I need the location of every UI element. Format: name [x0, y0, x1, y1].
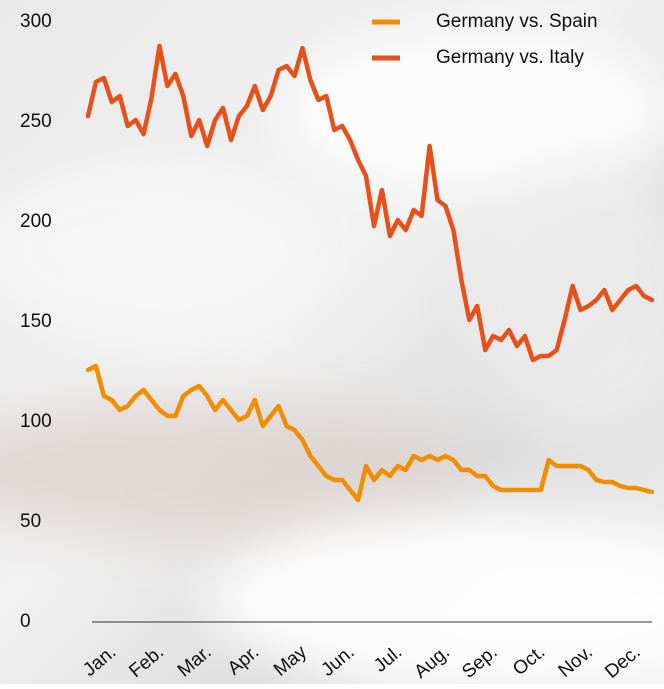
legend: Germany vs. Spain Germany vs. Italy — [372, 11, 598, 68]
y-tick-label: 100 — [20, 411, 52, 432]
y-tick-label: 200 — [20, 211, 52, 232]
y-tick-label: 0 — [20, 611, 31, 632]
series-line — [85, 363, 655, 503]
legend-label: Germany vs. Spain — [436, 11, 598, 32]
y-tick-label: 250 — [20, 111, 52, 132]
background-photo — [0, 30, 664, 689]
legend-label: Germany vs. Italy — [436, 47, 584, 68]
series-line — [85, 43, 655, 363]
y-tick-label: 50 — [20, 511, 41, 532]
y-tick-label: 300 — [20, 11, 52, 32]
y-tick-label: 150 — [20, 311, 52, 332]
